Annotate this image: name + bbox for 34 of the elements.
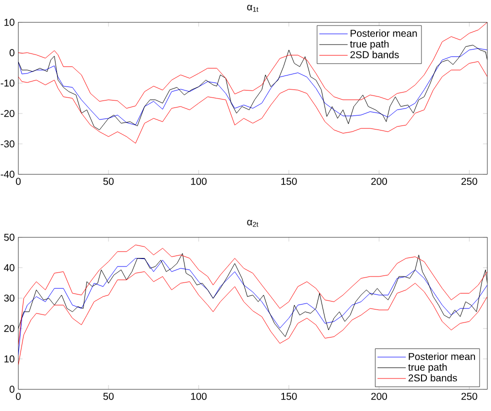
y-tick-label: -40 bbox=[0, 170, 14, 178]
y-tick-label: 40 bbox=[4, 264, 14, 272]
x-tick-label: 100 bbox=[191, 392, 207, 400]
x-tick-label: 150 bbox=[281, 178, 297, 185]
y-tick-label: 10 bbox=[4, 18, 14, 26]
chart-title: α$_{2t}$ bbox=[247, 220, 258, 227]
x-tick-label: 200 bbox=[371, 392, 387, 400]
legend-label: 2SD bands bbox=[350, 50, 399, 58]
x-tick-label: 0 bbox=[16, 392, 21, 400]
line-series bbox=[18, 244, 488, 346]
y-tick-label: -30 bbox=[0, 140, 14, 148]
x-tick-label: 0 bbox=[16, 178, 21, 185]
line-series bbox=[18, 61, 488, 144]
x-tick-label: 250 bbox=[461, 178, 478, 185]
y-tick-label: 0 bbox=[10, 49, 14, 56]
chart-title: α$_{1t}$ bbox=[247, 4, 258, 12]
x-tick-label: 200 bbox=[371, 178, 387, 185]
y-tick-label: 20 bbox=[4, 324, 14, 332]
y-tick-label: 30 bbox=[4, 294, 14, 302]
legend-label: true path bbox=[350, 40, 389, 50]
legend-label: Posterior mean bbox=[350, 30, 417, 37]
x-tick-label: 50 bbox=[103, 392, 114, 400]
legend-label: true path bbox=[408, 363, 447, 373]
x-tick-label: 250 bbox=[461, 392, 478, 400]
legend-label: Posterior mean bbox=[408, 352, 475, 360]
y-tick-label: -10 bbox=[0, 80, 14, 87]
x-tick-label: 50 bbox=[103, 178, 114, 185]
y-tick-label: -20 bbox=[0, 110, 14, 118]
legend-label: 2SD bands bbox=[408, 374, 457, 382]
y-tick-label: 10 bbox=[4, 355, 14, 362]
x-tick-label: 150 bbox=[281, 392, 297, 400]
x-tick-label: 100 bbox=[191, 178, 207, 185]
y-tick-label: 0 bbox=[10, 386, 14, 393]
y-tick-label: 50 bbox=[4, 234, 14, 241]
